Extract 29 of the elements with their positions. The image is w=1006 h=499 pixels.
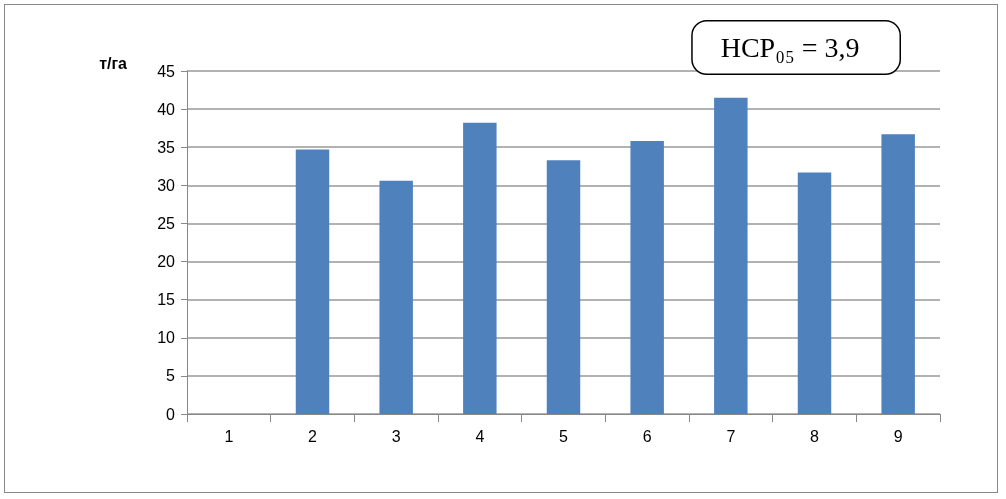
x-tick-label: 2 [308,427,318,445]
bar [881,134,915,414]
text: НСР₀₅ = 3,9 [720,32,860,63]
y-tick-label: 0 [166,405,176,423]
y-tick-label: 25 [157,214,176,232]
x-tick-label: 8 [810,427,820,445]
x-tick-label: 4 [475,427,485,445]
y-axis-title: т/га [99,54,128,72]
x-tick-label: 1 [224,427,234,445]
x-tick-label: 6 [642,427,652,445]
bar [630,141,664,414]
bar [379,180,413,414]
bar [463,122,497,414]
bar [714,97,748,414]
x-tick-label: 5 [559,427,569,445]
y-tick-label: 35 [157,138,176,156]
y-tick-label: 20 [157,253,176,271]
y-tick-label: 40 [157,100,176,118]
bar [546,160,581,414]
y-tick-label: 10 [157,329,176,347]
bar [797,172,832,414]
y-tick-label: 15 [157,291,176,309]
y-tick-label: 30 [157,176,176,194]
y-tick-label: 5 [166,367,176,385]
bar [295,149,330,414]
x-tick-label: 7 [726,427,736,445]
x-tick-label: 9 [893,427,903,445]
y-tick-label: 45 [157,62,176,80]
x-tick-label: 3 [391,427,401,445]
